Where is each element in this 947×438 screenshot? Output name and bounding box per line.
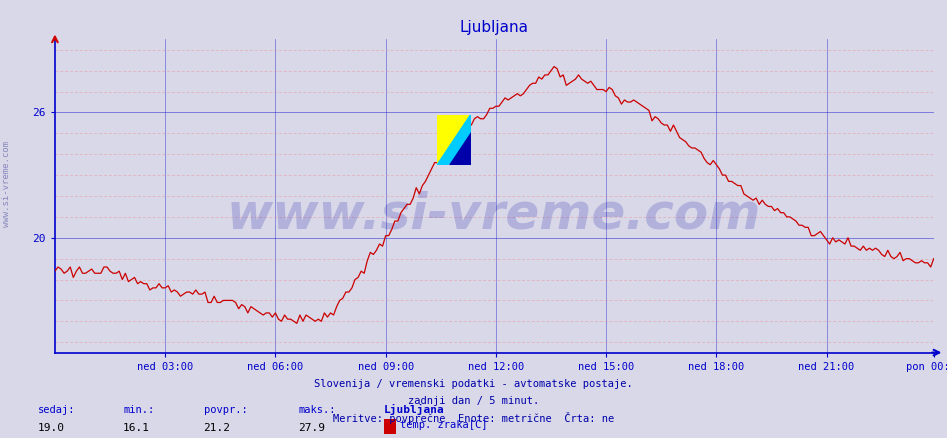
- Text: www.si-vreme.com: www.si-vreme.com: [227, 191, 761, 239]
- Text: temp. zraka[C]: temp. zraka[C]: [400, 420, 487, 430]
- Text: maks.:: maks.:: [298, 406, 336, 416]
- Title: Ljubljana: Ljubljana: [460, 21, 528, 35]
- Text: 16.1: 16.1: [123, 424, 151, 434]
- Text: sedaj:: sedaj:: [38, 406, 76, 416]
- Polygon shape: [449, 132, 471, 165]
- Polygon shape: [438, 115, 471, 165]
- Text: min.:: min.:: [123, 406, 154, 416]
- Text: zadnji dan / 5 minut.: zadnji dan / 5 minut.: [408, 396, 539, 406]
- Text: 27.9: 27.9: [298, 424, 326, 434]
- Text: 21.2: 21.2: [204, 424, 231, 434]
- Text: Ljubljana: Ljubljana: [384, 404, 444, 416]
- Text: 19.0: 19.0: [38, 424, 65, 434]
- Text: Meritve: povprečne  Enote: metrične  Črta: ne: Meritve: povprečne Enote: metrične Črta:…: [333, 412, 614, 424]
- Text: povpr.:: povpr.:: [204, 406, 247, 416]
- Polygon shape: [438, 115, 471, 165]
- Text: www.si-vreme.com: www.si-vreme.com: [2, 141, 11, 227]
- Text: Slovenija / vremenski podatki - avtomatske postaje.: Slovenija / vremenski podatki - avtomats…: [314, 379, 633, 389]
